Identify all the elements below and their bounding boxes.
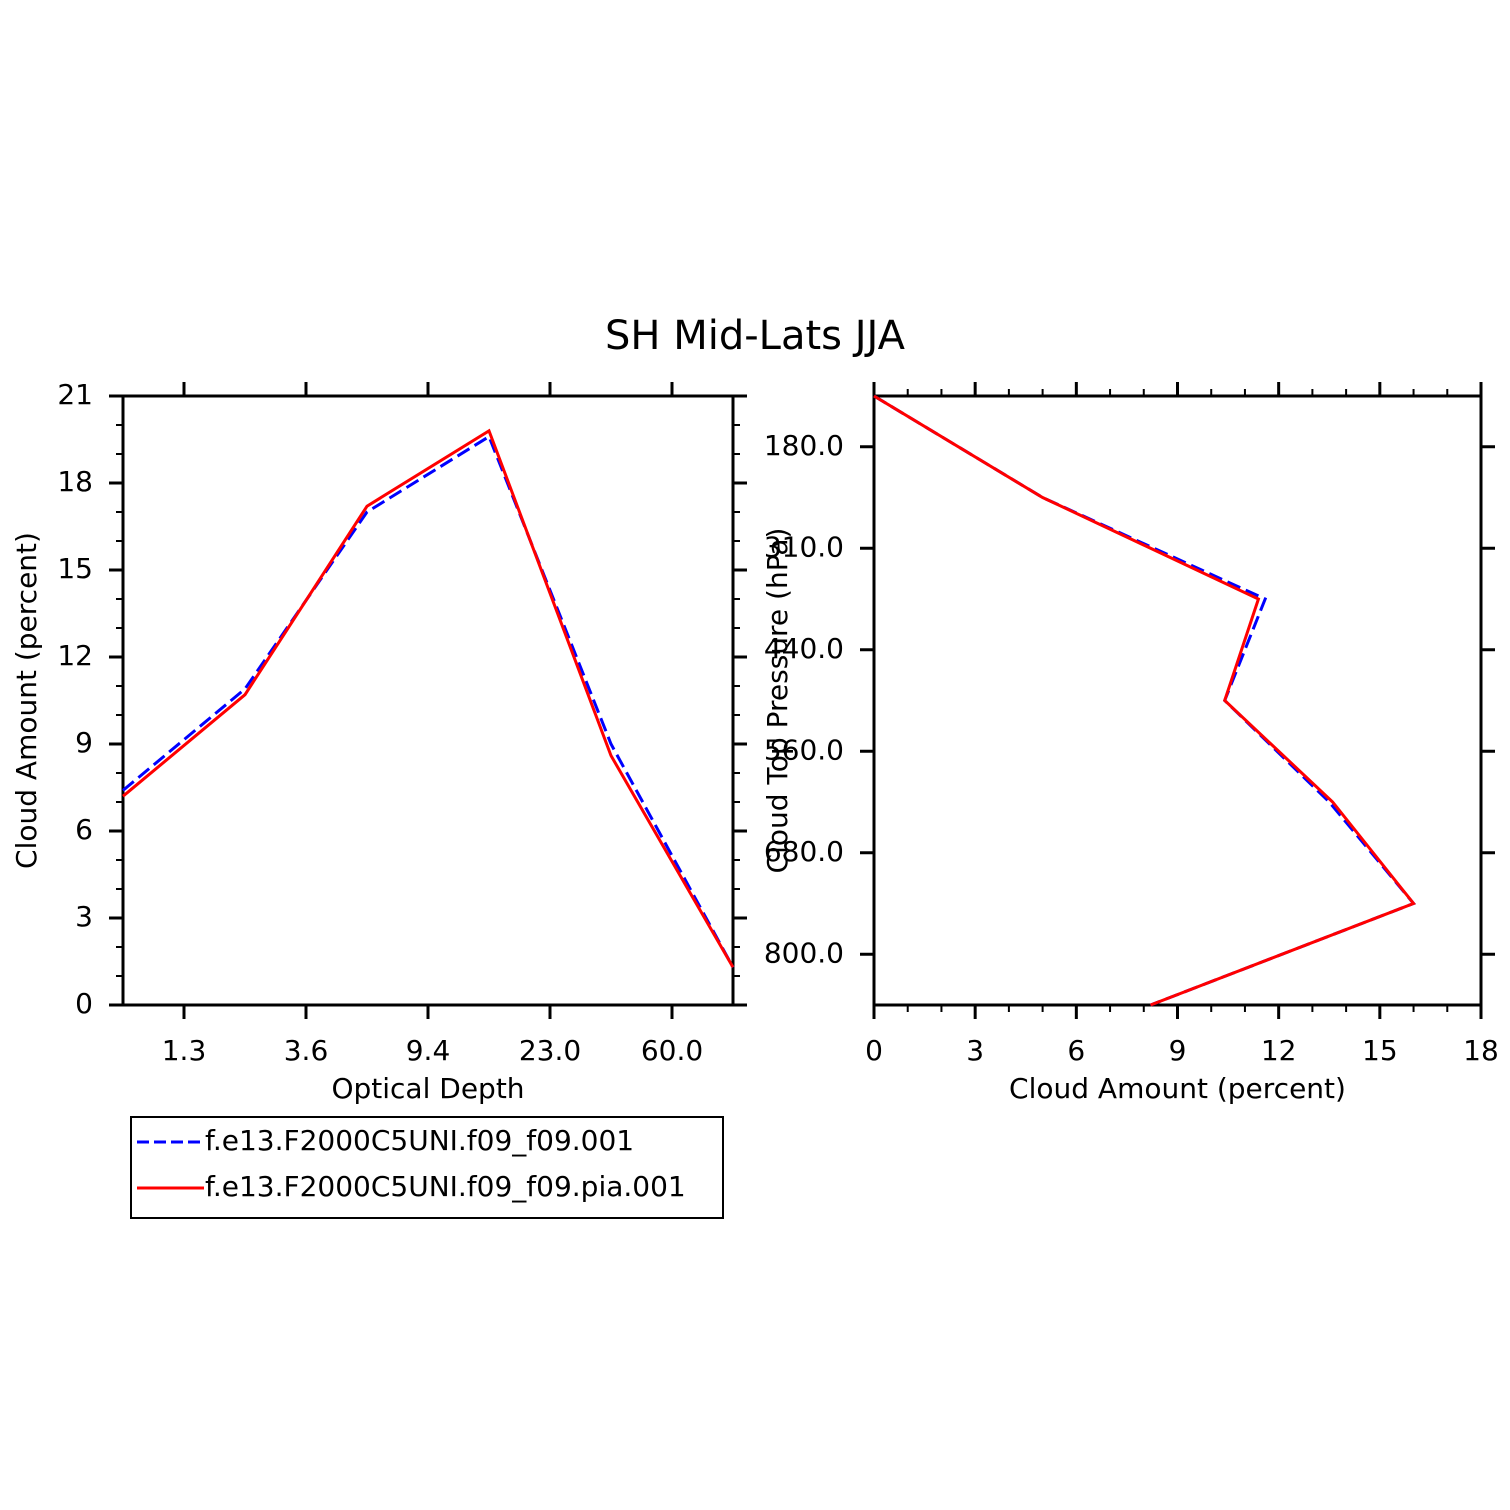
y-axis-label: Cloud Amount (percent) — [10, 532, 43, 869]
plot-frame — [121, 394, 735, 1007]
x-axis-label: Optical Depth — [331, 1072, 524, 1105]
y-tick-label: 180.0 — [764, 429, 844, 462]
x-tick-label: 23.0 — [519, 1034, 581, 1067]
y-tick-label: 680.0 — [764, 835, 844, 868]
y-axis-label: Cloud Top Pressure (hPa) — [761, 528, 794, 874]
x-tick-label: 3 — [966, 1034, 984, 1067]
data-line — [122, 428, 735, 969]
y-tick-label: 21 — [57, 378, 93, 411]
data-line — [873, 394, 1417, 1007]
x-tick-label: 6 — [1067, 1034, 1085, 1067]
x-tick-label: 18 — [1463, 1034, 1499, 1067]
legend-label: f.e13.F2000C5UNI.f09_f09.001 — [205, 1124, 634, 1157]
legend-box — [130, 1116, 724, 1219]
y-tick-label: 18 — [57, 465, 93, 498]
y-tick-label: 6 — [75, 813, 93, 846]
legend-label: f.e13.F2000C5UNI.f09_f09.pia.001 — [205, 1170, 686, 1203]
x-tick-label: 1.3 — [162, 1034, 207, 1067]
x-tick-label: 0 — [865, 1034, 883, 1067]
x-tick-label: 12 — [1261, 1034, 1297, 1067]
data-line — [873, 394, 1417, 1007]
x-tick-label: 15 — [1362, 1034, 1398, 1067]
x-tick-label: 3.6 — [284, 1034, 329, 1067]
x-axis-label: Cloud Amount (percent) — [1009, 1072, 1346, 1105]
x-tick-label: 9.4 — [406, 1034, 451, 1067]
data-line — [122, 434, 735, 969]
x-tick-label: 60.0 — [641, 1034, 703, 1067]
y-tick-label: 560.0 — [764, 733, 844, 766]
y-tick-label: 310.0 — [764, 530, 844, 563]
y-tick-label: 15 — [57, 552, 93, 585]
y-tick-label: 800.0 — [764, 936, 844, 969]
figure-title: SH Mid-Lats JJA — [605, 313, 906, 359]
y-tick-label: 440.0 — [764, 632, 844, 665]
x-tick-label: 9 — [1169, 1034, 1187, 1067]
y-tick-label: 3 — [75, 900, 93, 933]
y-tick-label: 12 — [57, 639, 93, 672]
y-tick-label: 0 — [75, 987, 93, 1020]
y-tick-label: 9 — [75, 726, 93, 759]
